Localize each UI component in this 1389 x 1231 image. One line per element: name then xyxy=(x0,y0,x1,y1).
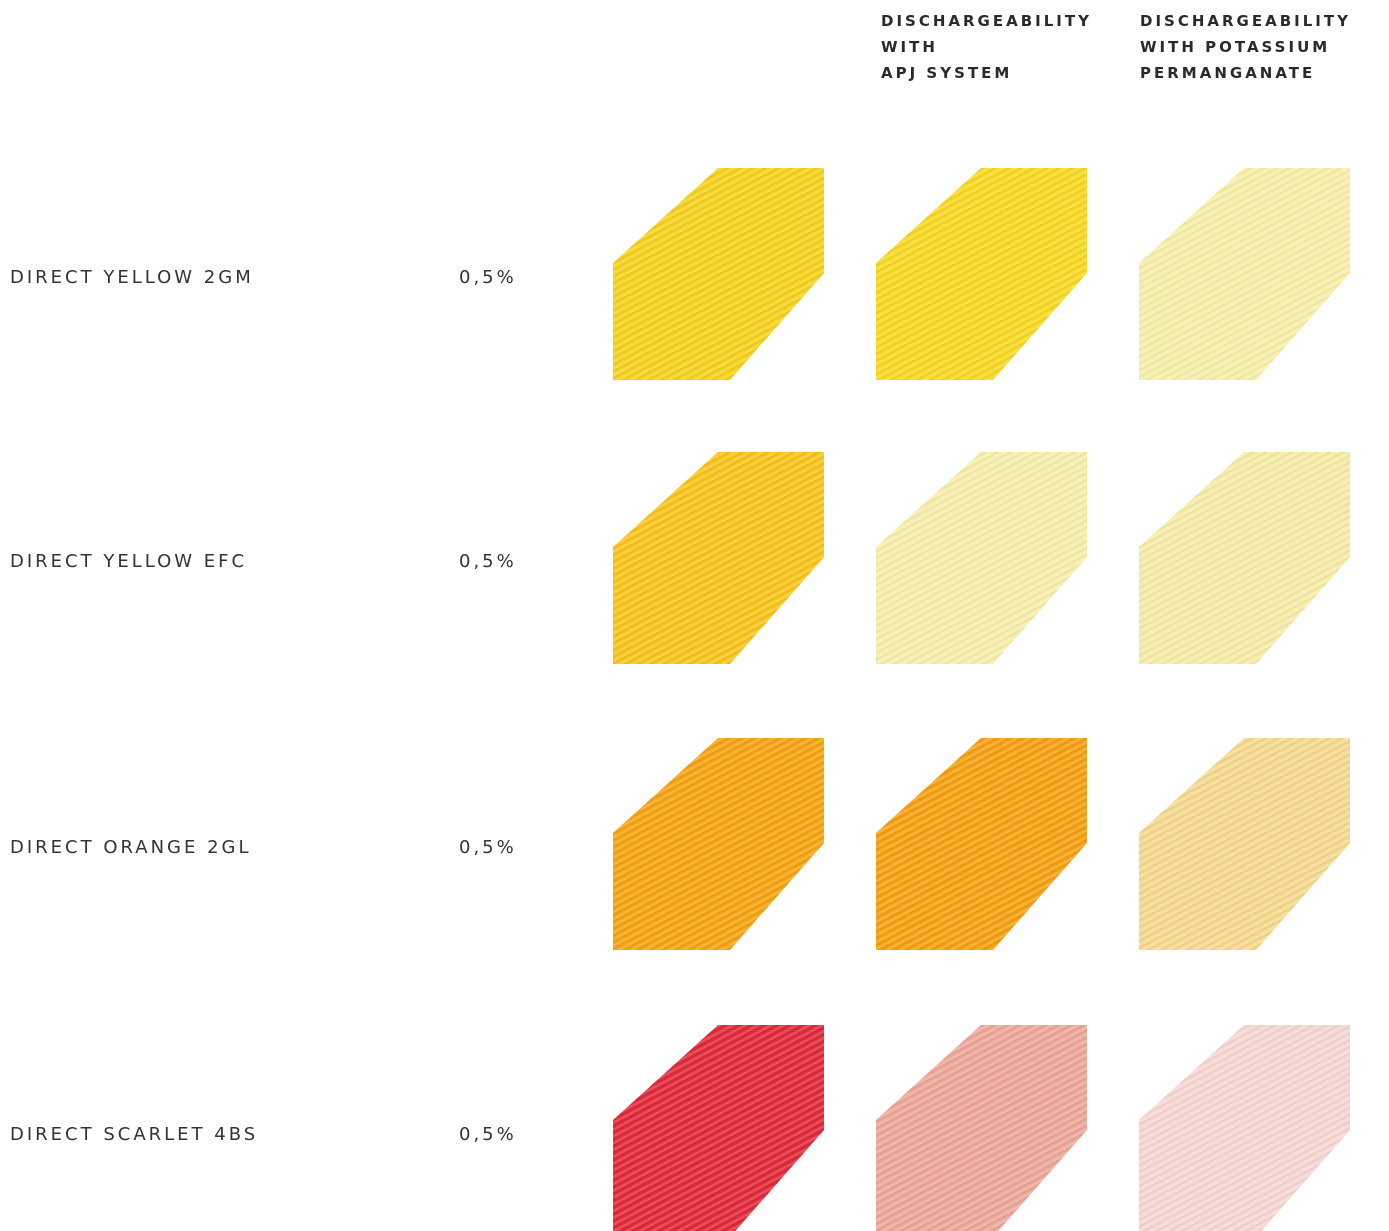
concentration: 0,5% xyxy=(459,1124,517,1145)
column-header: PERMANGANATE xyxy=(1140,64,1315,82)
fabric-texture xyxy=(613,1025,824,1231)
dye-name: DIRECT YELLOW 2GM xyxy=(10,267,254,288)
fabric-texture xyxy=(613,168,824,380)
column-header: WITH POTASSIUM xyxy=(1140,38,1330,56)
fabric-texture xyxy=(876,738,1087,950)
fabric-texture xyxy=(876,168,1087,380)
fabric-texture xyxy=(876,452,1087,664)
fabric-texture xyxy=(1139,168,1350,380)
dye-name: DIRECT SCARLET 4BS xyxy=(10,1124,258,1145)
column-header: DISCHARGEABILITY xyxy=(881,12,1092,30)
column-header: DISCHARGEABILITY xyxy=(1140,12,1351,30)
dye-name: DIRECT ORANGE 2GL xyxy=(10,837,252,858)
concentration: 0,5% xyxy=(459,267,517,288)
column-header: WITH xyxy=(881,38,938,56)
column-header: APJ SYSTEM xyxy=(881,64,1012,82)
fabric-texture xyxy=(876,1025,1087,1231)
fabric-texture xyxy=(1139,452,1350,664)
concentration: 0,5% xyxy=(459,551,517,572)
fabric-texture xyxy=(1139,738,1350,950)
concentration: 0,5% xyxy=(459,837,517,858)
dye-name: DIRECT YELLOW EFC xyxy=(10,551,247,572)
fabric-texture xyxy=(613,738,824,950)
fabric-texture xyxy=(1139,1025,1350,1231)
fabric-texture xyxy=(613,452,824,664)
